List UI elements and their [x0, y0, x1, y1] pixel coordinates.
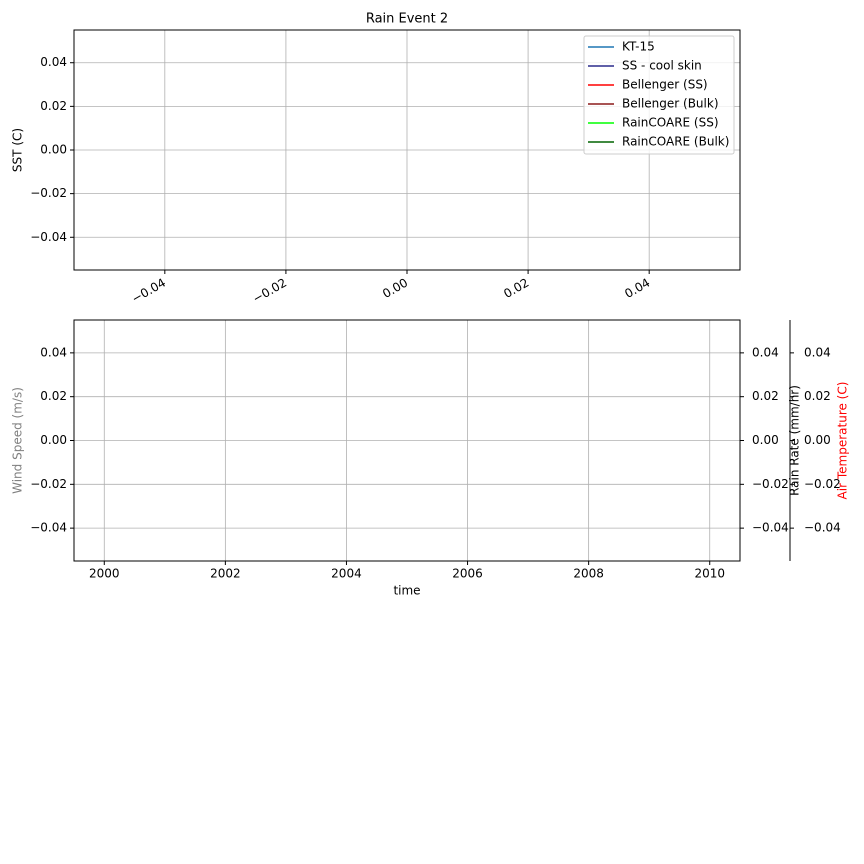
x-tick-label: 2000 [89, 567, 120, 581]
y-tick-label: 0.02 [40, 99, 67, 113]
plot-frame [73, 319, 741, 562]
y2-tick-label: 0.04 [752, 345, 779, 359]
legend-label: RainCOARE (SS) [622, 116, 719, 130]
y-tick-label: −0.04 [30, 521, 67, 535]
y-tick-label: 0.00 [40, 143, 67, 157]
x-tick-label: 2004 [331, 567, 362, 581]
x-tick-label: 2008 [573, 567, 604, 581]
x-tick-label: 2010 [694, 567, 725, 581]
plot-frame [73, 29, 741, 271]
y3-tick-label: 0.00 [804, 433, 831, 447]
y2-tick-label: 0.00 [752, 433, 779, 447]
y-tick-label: −0.04 [30, 230, 67, 244]
y-tick-label: −0.02 [30, 186, 67, 200]
y3-tick-label: −0.02 [804, 477, 841, 491]
y-axis-label: Wind Speed (m/s) [11, 387, 25, 494]
y-tick-label: 0.00 [40, 433, 67, 447]
y-tick-label: 0.04 [40, 55, 67, 69]
x-tick-label: 2006 [452, 567, 483, 581]
y3-tick-label: −0.04 [804, 521, 841, 535]
y3-tick-label: 0.04 [804, 345, 831, 359]
y2-tick-label: 0.02 [752, 389, 779, 403]
legend-label: KT-15 [622, 40, 655, 54]
y-axis-label: SST (C) [11, 128, 25, 172]
legend-box [583, 35, 735, 155]
y2-tick-label: −0.04 [752, 521, 789, 535]
x-axis-label: time [393, 584, 420, 598]
legend-label: Bellenger (SS) [622, 78, 708, 92]
y2-axis-label: Rain Rate (mm/hr) [788, 385, 802, 496]
y3-axis-label: Air Temperature (C) [836, 382, 850, 500]
legend-label: SS - cool skin [622, 59, 702, 73]
y3-tick-label: 0.02 [804, 389, 831, 403]
y-tick-label: 0.04 [40, 345, 67, 359]
y2-tick-label: −0.02 [752, 477, 789, 491]
y-tick-label: −0.02 [30, 477, 67, 491]
chart-title: Rain Event 2 [366, 12, 448, 27]
legend-label: Bellenger (Bulk) [622, 97, 719, 111]
x-tick-label: 2002 [210, 567, 241, 581]
legend-label: RainCOARE (Bulk) [622, 135, 729, 149]
y-tick-label: 0.02 [40, 389, 67, 403]
